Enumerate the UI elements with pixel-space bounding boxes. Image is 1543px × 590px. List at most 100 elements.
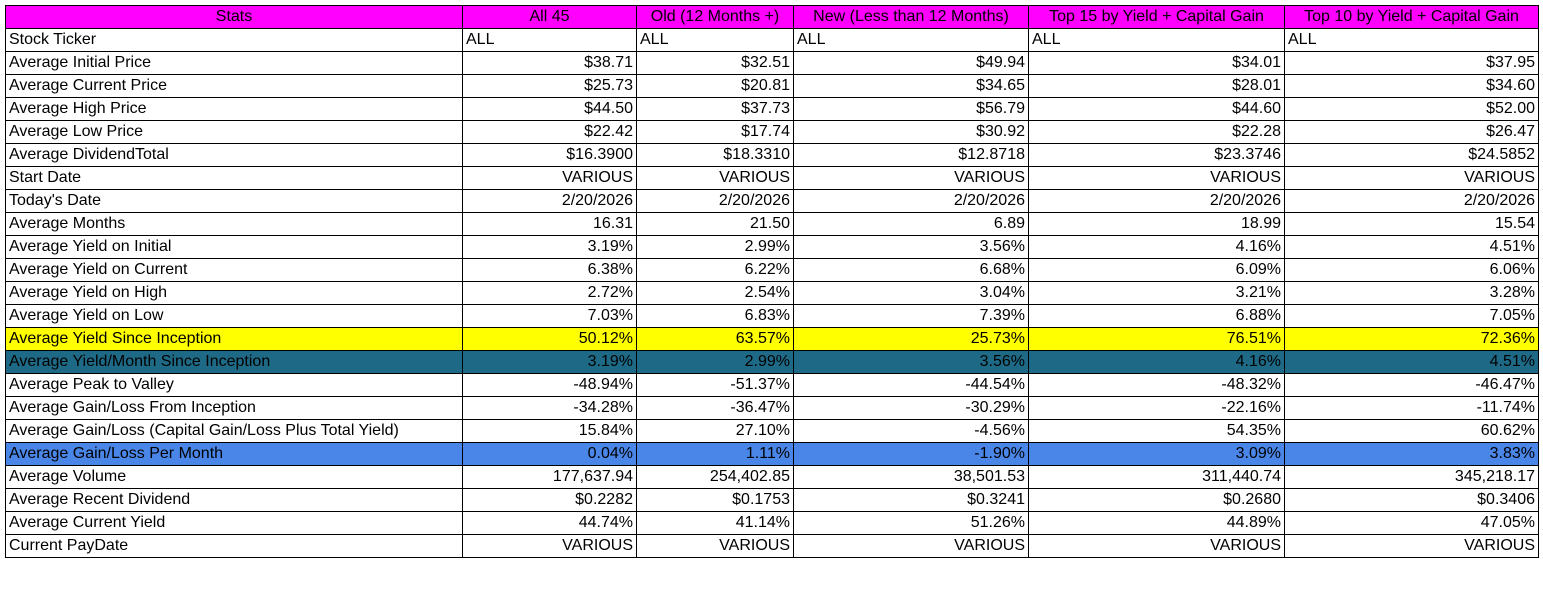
value-cell-top-15[interactable]: $0.2680 [1028,488,1285,512]
value-cell-old[interactable]: ALL [636,28,794,52]
value-cell-top-10[interactable]: 6.06% [1284,258,1539,282]
value-cell-new[interactable]: $12.8718 [793,143,1029,167]
value-cell-new[interactable]: 6.89 [793,212,1029,236]
value-cell-all-45[interactable]: 3.19% [462,350,637,374]
value-cell-top-15[interactable]: 6.88% [1028,304,1285,328]
value-cell-top-15[interactable]: VARIOUS [1028,166,1285,190]
value-cell-top-10[interactable]: 60.62% [1284,419,1539,443]
value-cell-top-10[interactable]: 345,218.17 [1284,465,1539,489]
value-cell-top-10[interactable]: $26.47 [1284,120,1539,144]
row-label-cell[interactable]: Average Low Price [5,120,463,144]
value-cell-old[interactable]: 63.57% [636,327,794,351]
value-cell-top-10[interactable]: 72.36% [1284,327,1539,351]
value-cell-top-10[interactable]: 3.83% [1284,442,1539,466]
value-cell-all-45[interactable]: 6.38% [462,258,637,282]
row-label-cell[interactable]: Average Initial Price [5,51,463,75]
row-label-cell[interactable]: Today's Date [5,189,463,213]
row-label-cell[interactable]: Start Date [5,166,463,190]
value-cell-new[interactable]: -44.54% [793,373,1029,397]
value-cell-all-45[interactable]: 15.84% [462,419,637,443]
value-cell-old[interactable]: 2/20/2026 [636,189,794,213]
row-label-cell[interactable]: Average Months [5,212,463,236]
value-cell-old[interactable]: 6.22% [636,258,794,282]
value-cell-top-10[interactable]: $0.3406 [1284,488,1539,512]
value-cell-top-15[interactable]: 4.16% [1028,235,1285,259]
value-cell-all-45[interactable]: $16.3900 [462,143,637,167]
value-cell-top-10[interactable]: 4.51% [1284,350,1539,374]
row-label-cell[interactable]: Average Recent Dividend [5,488,463,512]
value-cell-top-10[interactable]: 2/20/2026 [1284,189,1539,213]
value-cell-new[interactable]: 7.39% [793,304,1029,328]
value-cell-top-10[interactable]: -11.74% [1284,396,1539,420]
value-cell-top-10[interactable]: $52.00 [1284,97,1539,121]
value-cell-old[interactable]: 1.11% [636,442,794,466]
value-cell-new[interactable]: 3.04% [793,281,1029,305]
value-cell-new[interactable]: $56.79 [793,97,1029,121]
value-cell-top-15[interactable]: 3.21% [1028,281,1285,305]
value-cell-top-10[interactable]: $24.5852 [1284,143,1539,167]
value-cell-new[interactable]: $34.65 [793,74,1029,98]
value-cell-top-15[interactable]: $28.01 [1028,74,1285,98]
value-cell-top-10[interactable]: 7.05% [1284,304,1539,328]
value-cell-all-45[interactable]: -34.28% [462,396,637,420]
header-cell-new[interactable]: New (Less than 12 Months) [793,5,1029,29]
header-cell-top-15[interactable]: Top 15 by Yield + Capital Gain [1028,5,1285,29]
value-cell-top-15[interactable]: $34.01 [1028,51,1285,75]
value-cell-all-45[interactable]: 2.72% [462,281,637,305]
header-cell-all-45[interactable]: All 45 [462,5,637,29]
row-label-cell[interactable]: Current PayDate [5,534,463,558]
value-cell-old[interactable]: VARIOUS [636,166,794,190]
value-cell-all-45[interactable]: $44.50 [462,97,637,121]
row-label-cell[interactable]: Average Gain/Loss From Inception [5,396,463,420]
value-cell-new[interactable]: $49.94 [793,51,1029,75]
value-cell-all-45[interactable]: VARIOUS [462,534,637,558]
value-cell-new[interactable]: VARIOUS [793,166,1029,190]
value-cell-old[interactable]: $32.51 [636,51,794,75]
value-cell-old[interactable]: $0.1753 [636,488,794,512]
row-label-cell[interactable]: Stock Ticker [5,28,463,52]
value-cell-old[interactable]: -51.37% [636,373,794,397]
value-cell-top-15[interactable]: $44.60 [1028,97,1285,121]
value-cell-new[interactable]: 2/20/2026 [793,189,1029,213]
value-cell-old[interactable]: 2.99% [636,235,794,259]
value-cell-all-45[interactable]: 7.03% [462,304,637,328]
row-label-cell[interactable]: Average High Price [5,97,463,121]
value-cell-top-15[interactable]: -22.16% [1028,396,1285,420]
value-cell-new[interactable]: -4.56% [793,419,1029,443]
value-cell-old[interactable]: $37.73 [636,97,794,121]
value-cell-top-15[interactable]: ALL [1028,28,1285,52]
value-cell-top-10[interactable]: $37.95 [1284,51,1539,75]
value-cell-top-15[interactable]: 4.16% [1028,350,1285,374]
value-cell-top-15[interactable]: 44.89% [1028,511,1285,535]
value-cell-all-45[interactable]: 177,637.94 [462,465,637,489]
value-cell-all-45[interactable]: ALL [462,28,637,52]
value-cell-old[interactable]: -36.47% [636,396,794,420]
value-cell-top-15[interactable]: 6.09% [1028,258,1285,282]
value-cell-top-10[interactable]: VARIOUS [1284,166,1539,190]
value-cell-top-15[interactable]: 76.51% [1028,327,1285,351]
value-cell-top-15[interactable]: -48.32% [1028,373,1285,397]
row-label-cell[interactable]: Average DividendTotal [5,143,463,167]
value-cell-new[interactable]: -30.29% [793,396,1029,420]
value-cell-top-15[interactable]: 2/20/2026 [1028,189,1285,213]
value-cell-top-15[interactable]: 18.99 [1028,212,1285,236]
value-cell-new[interactable]: 6.68% [793,258,1029,282]
header-cell-stats[interactable]: Stats [5,5,463,29]
row-label-cell[interactable]: Average Volume [5,465,463,489]
value-cell-all-45[interactable]: 16.31 [462,212,637,236]
value-cell-top-10[interactable]: 47.05% [1284,511,1539,535]
value-cell-top-10[interactable]: ALL [1284,28,1539,52]
value-cell-all-45[interactable]: $0.2282 [462,488,637,512]
row-label-cell[interactable]: Average Gain/Loss (Capital Gain/Loss Plu… [5,419,463,443]
value-cell-new[interactable]: 3.56% [793,235,1029,259]
value-cell-old[interactable]: 2.54% [636,281,794,305]
value-cell-old[interactable]: 27.10% [636,419,794,443]
value-cell-top-15[interactable]: 3.09% [1028,442,1285,466]
value-cell-all-45[interactable]: $22.42 [462,120,637,144]
row-label-cell[interactable]: Average Yield/Month Since Inception [5,350,463,374]
header-cell-top-10[interactable]: Top 10 by Yield + Capital Gain [1284,5,1539,29]
value-cell-new[interactable]: 25.73% [793,327,1029,351]
value-cell-new[interactable]: 38,501.53 [793,465,1029,489]
row-label-cell[interactable]: Average Yield on High [5,281,463,305]
value-cell-new[interactable]: -1.90% [793,442,1029,466]
